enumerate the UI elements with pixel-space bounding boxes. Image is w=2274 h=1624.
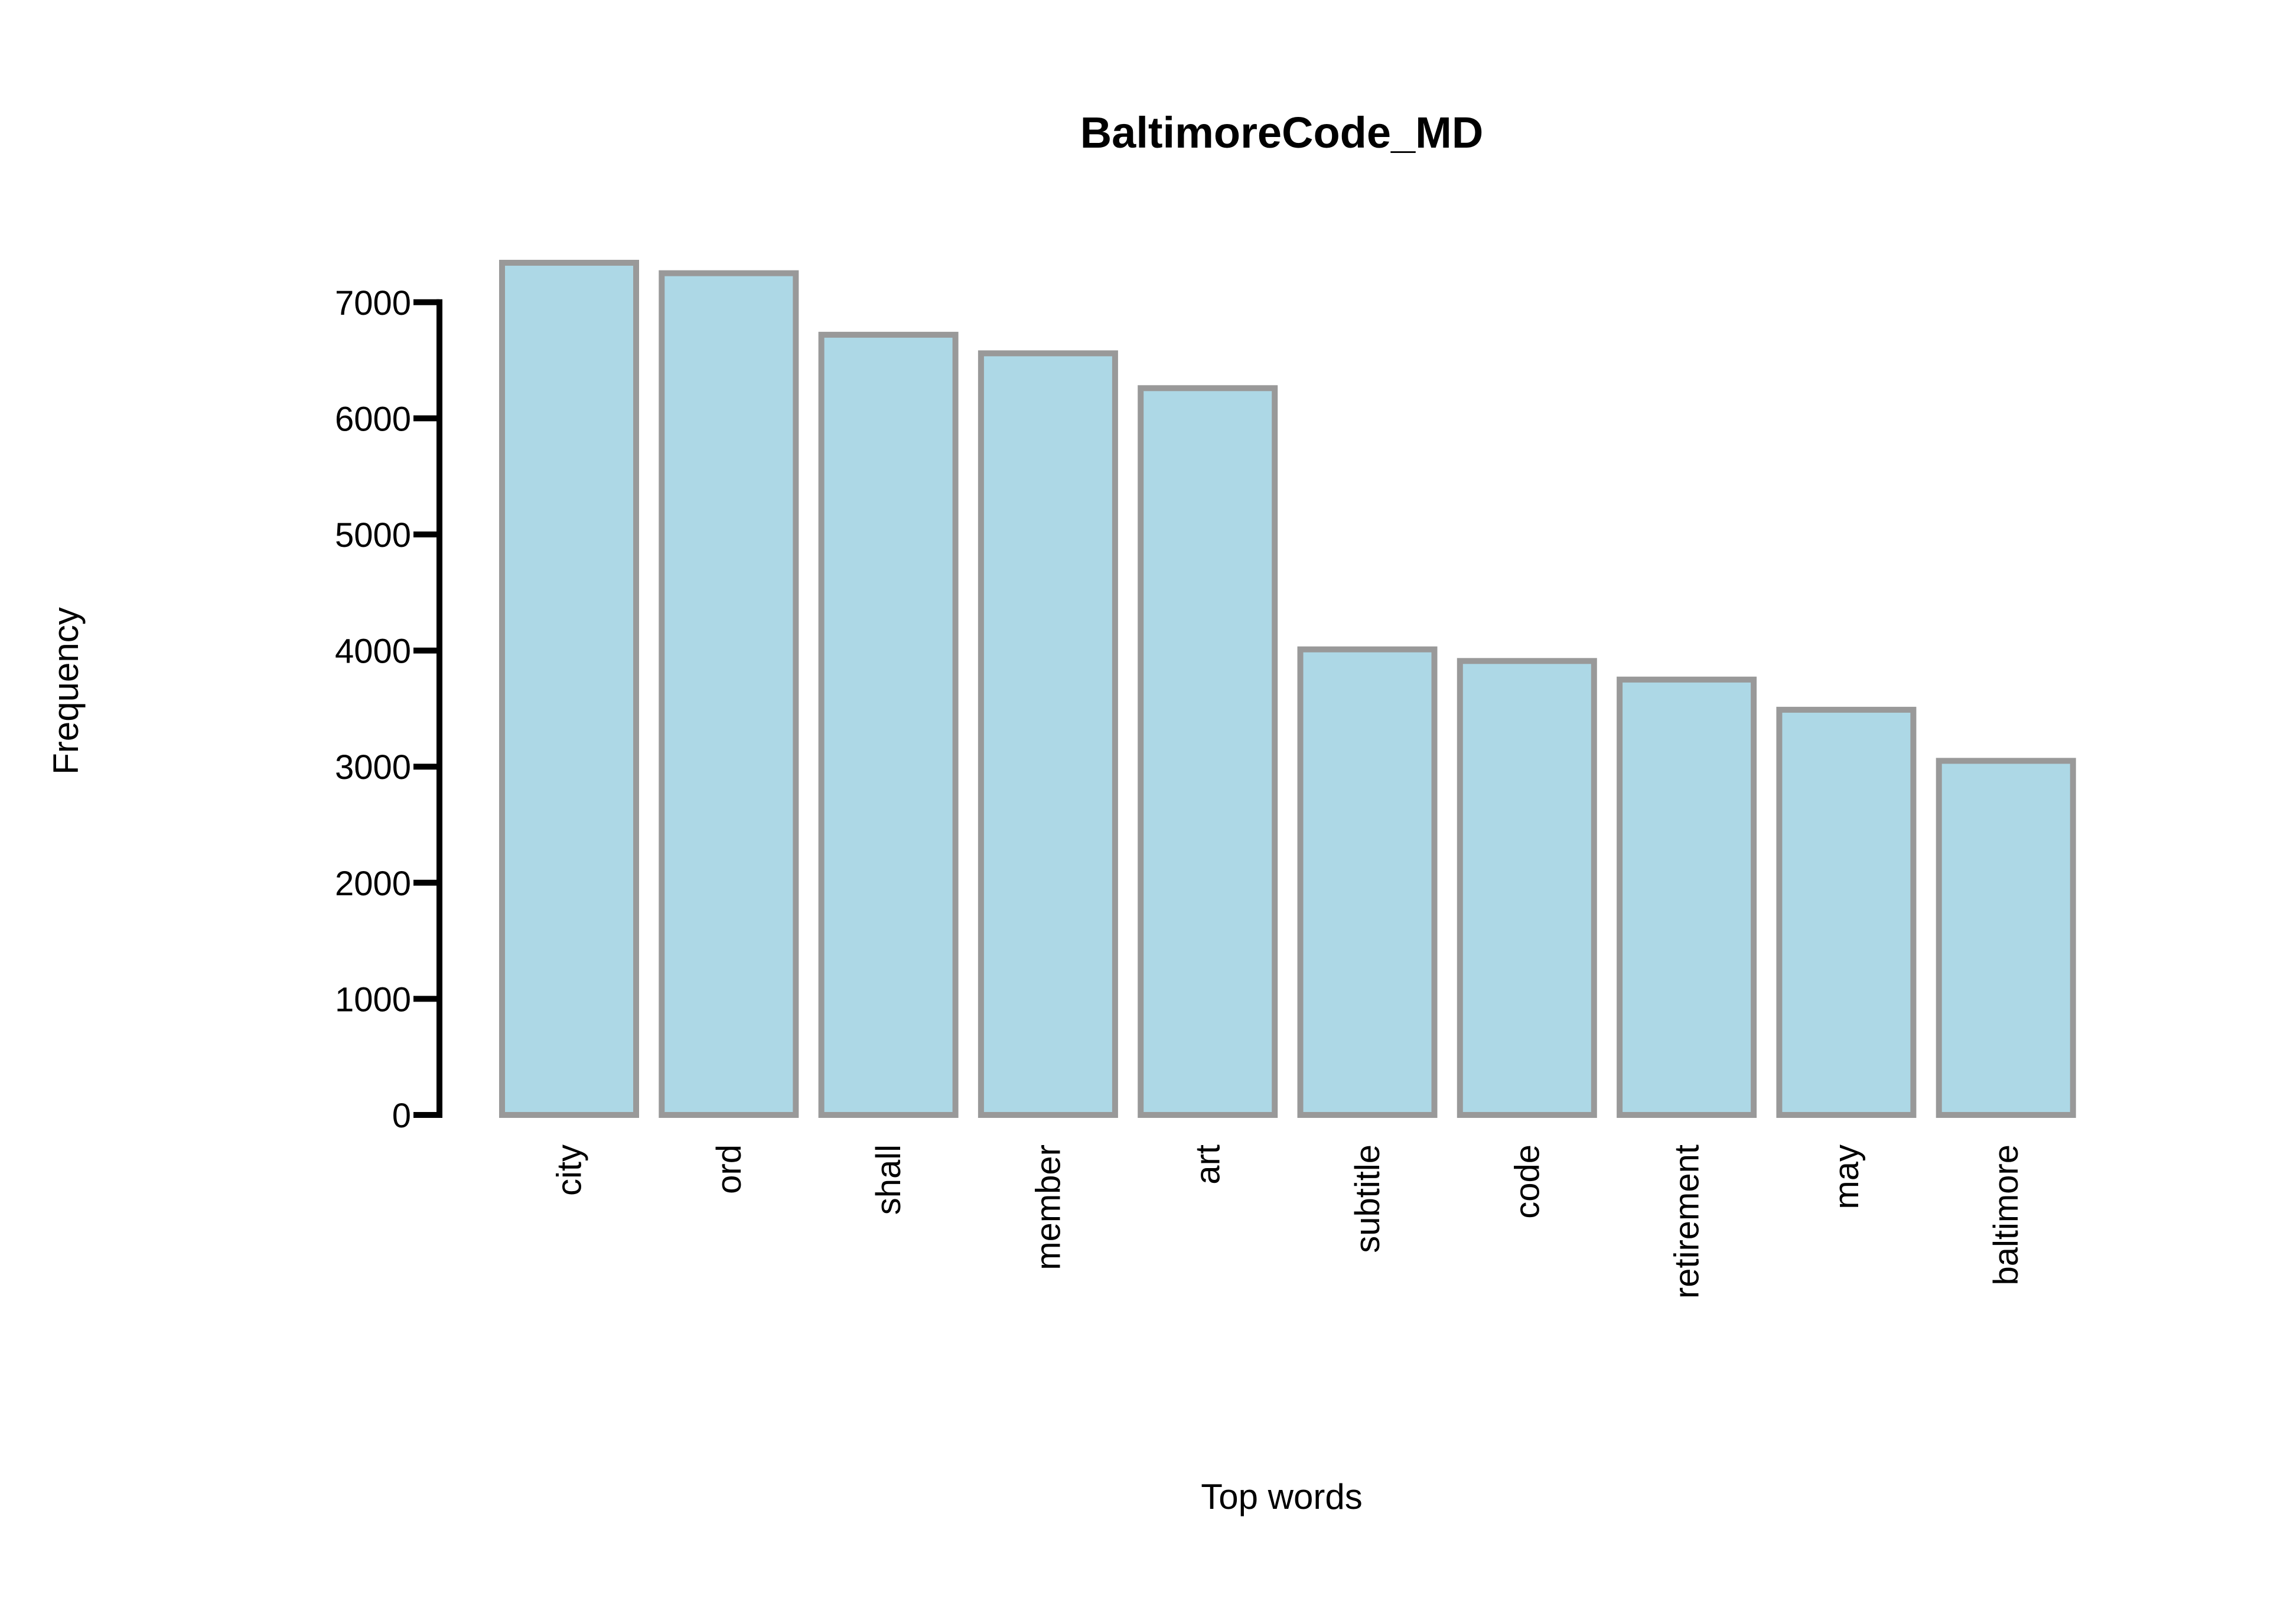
y-tick-label: 3000 — [335, 748, 411, 787]
x-tick-label-may: may — [1827, 1144, 1866, 1209]
bar-member — [978, 350, 1118, 1118]
x-tick-label-city: city — [550, 1144, 589, 1196]
y-tick-label: 6000 — [335, 400, 411, 438]
y-tick-label: 4000 — [335, 632, 411, 671]
y-axis-label: Frequency — [46, 607, 86, 774]
bar-ord — [659, 270, 799, 1118]
x-tick-label-code: code — [1508, 1144, 1546, 1219]
x-tick-label-ord: ord — [710, 1144, 748, 1194]
y-tick-label: 1000 — [335, 980, 411, 1019]
x-axis-label: Top words — [1201, 1477, 1362, 1517]
y-tick-label: 5000 — [335, 516, 411, 555]
x-tick-label-subtitle: subtitle — [1348, 1144, 1387, 1253]
bar-may — [1776, 706, 1917, 1118]
y-axis: 0 1000 2000 3000 4000 5000 6000 7000 — [335, 284, 442, 1135]
bar-shall — [818, 331, 959, 1118]
bar-code — [1457, 658, 1597, 1118]
y-tick-label: 2000 — [335, 865, 411, 903]
x-tick-label-shall: shall — [869, 1144, 908, 1215]
y-tick-label: 0 — [392, 1097, 411, 1135]
x-tick-label-member: member — [1029, 1144, 1067, 1270]
bar-art — [1138, 385, 1278, 1118]
bar-subtitle — [1297, 646, 1438, 1118]
x-tick-labels: city ord shall member art subtitle code retirem… — [550, 1144, 2026, 1299]
x-tick-label-retirement: retirement — [1668, 1144, 1706, 1299]
bar-baltimore — [1936, 758, 2076, 1118]
bars-group — [499, 259, 2076, 1118]
chart-title: BaltimoreCode_MD — [1080, 108, 1484, 157]
y-tick-label: 7000 — [335, 284, 411, 322]
bar-retirement — [1617, 676, 1757, 1118]
bar-city — [499, 259, 639, 1118]
x-tick-label-art: art — [1189, 1144, 1227, 1185]
x-tick-label-baltimore: baltimore — [1987, 1144, 2025, 1286]
